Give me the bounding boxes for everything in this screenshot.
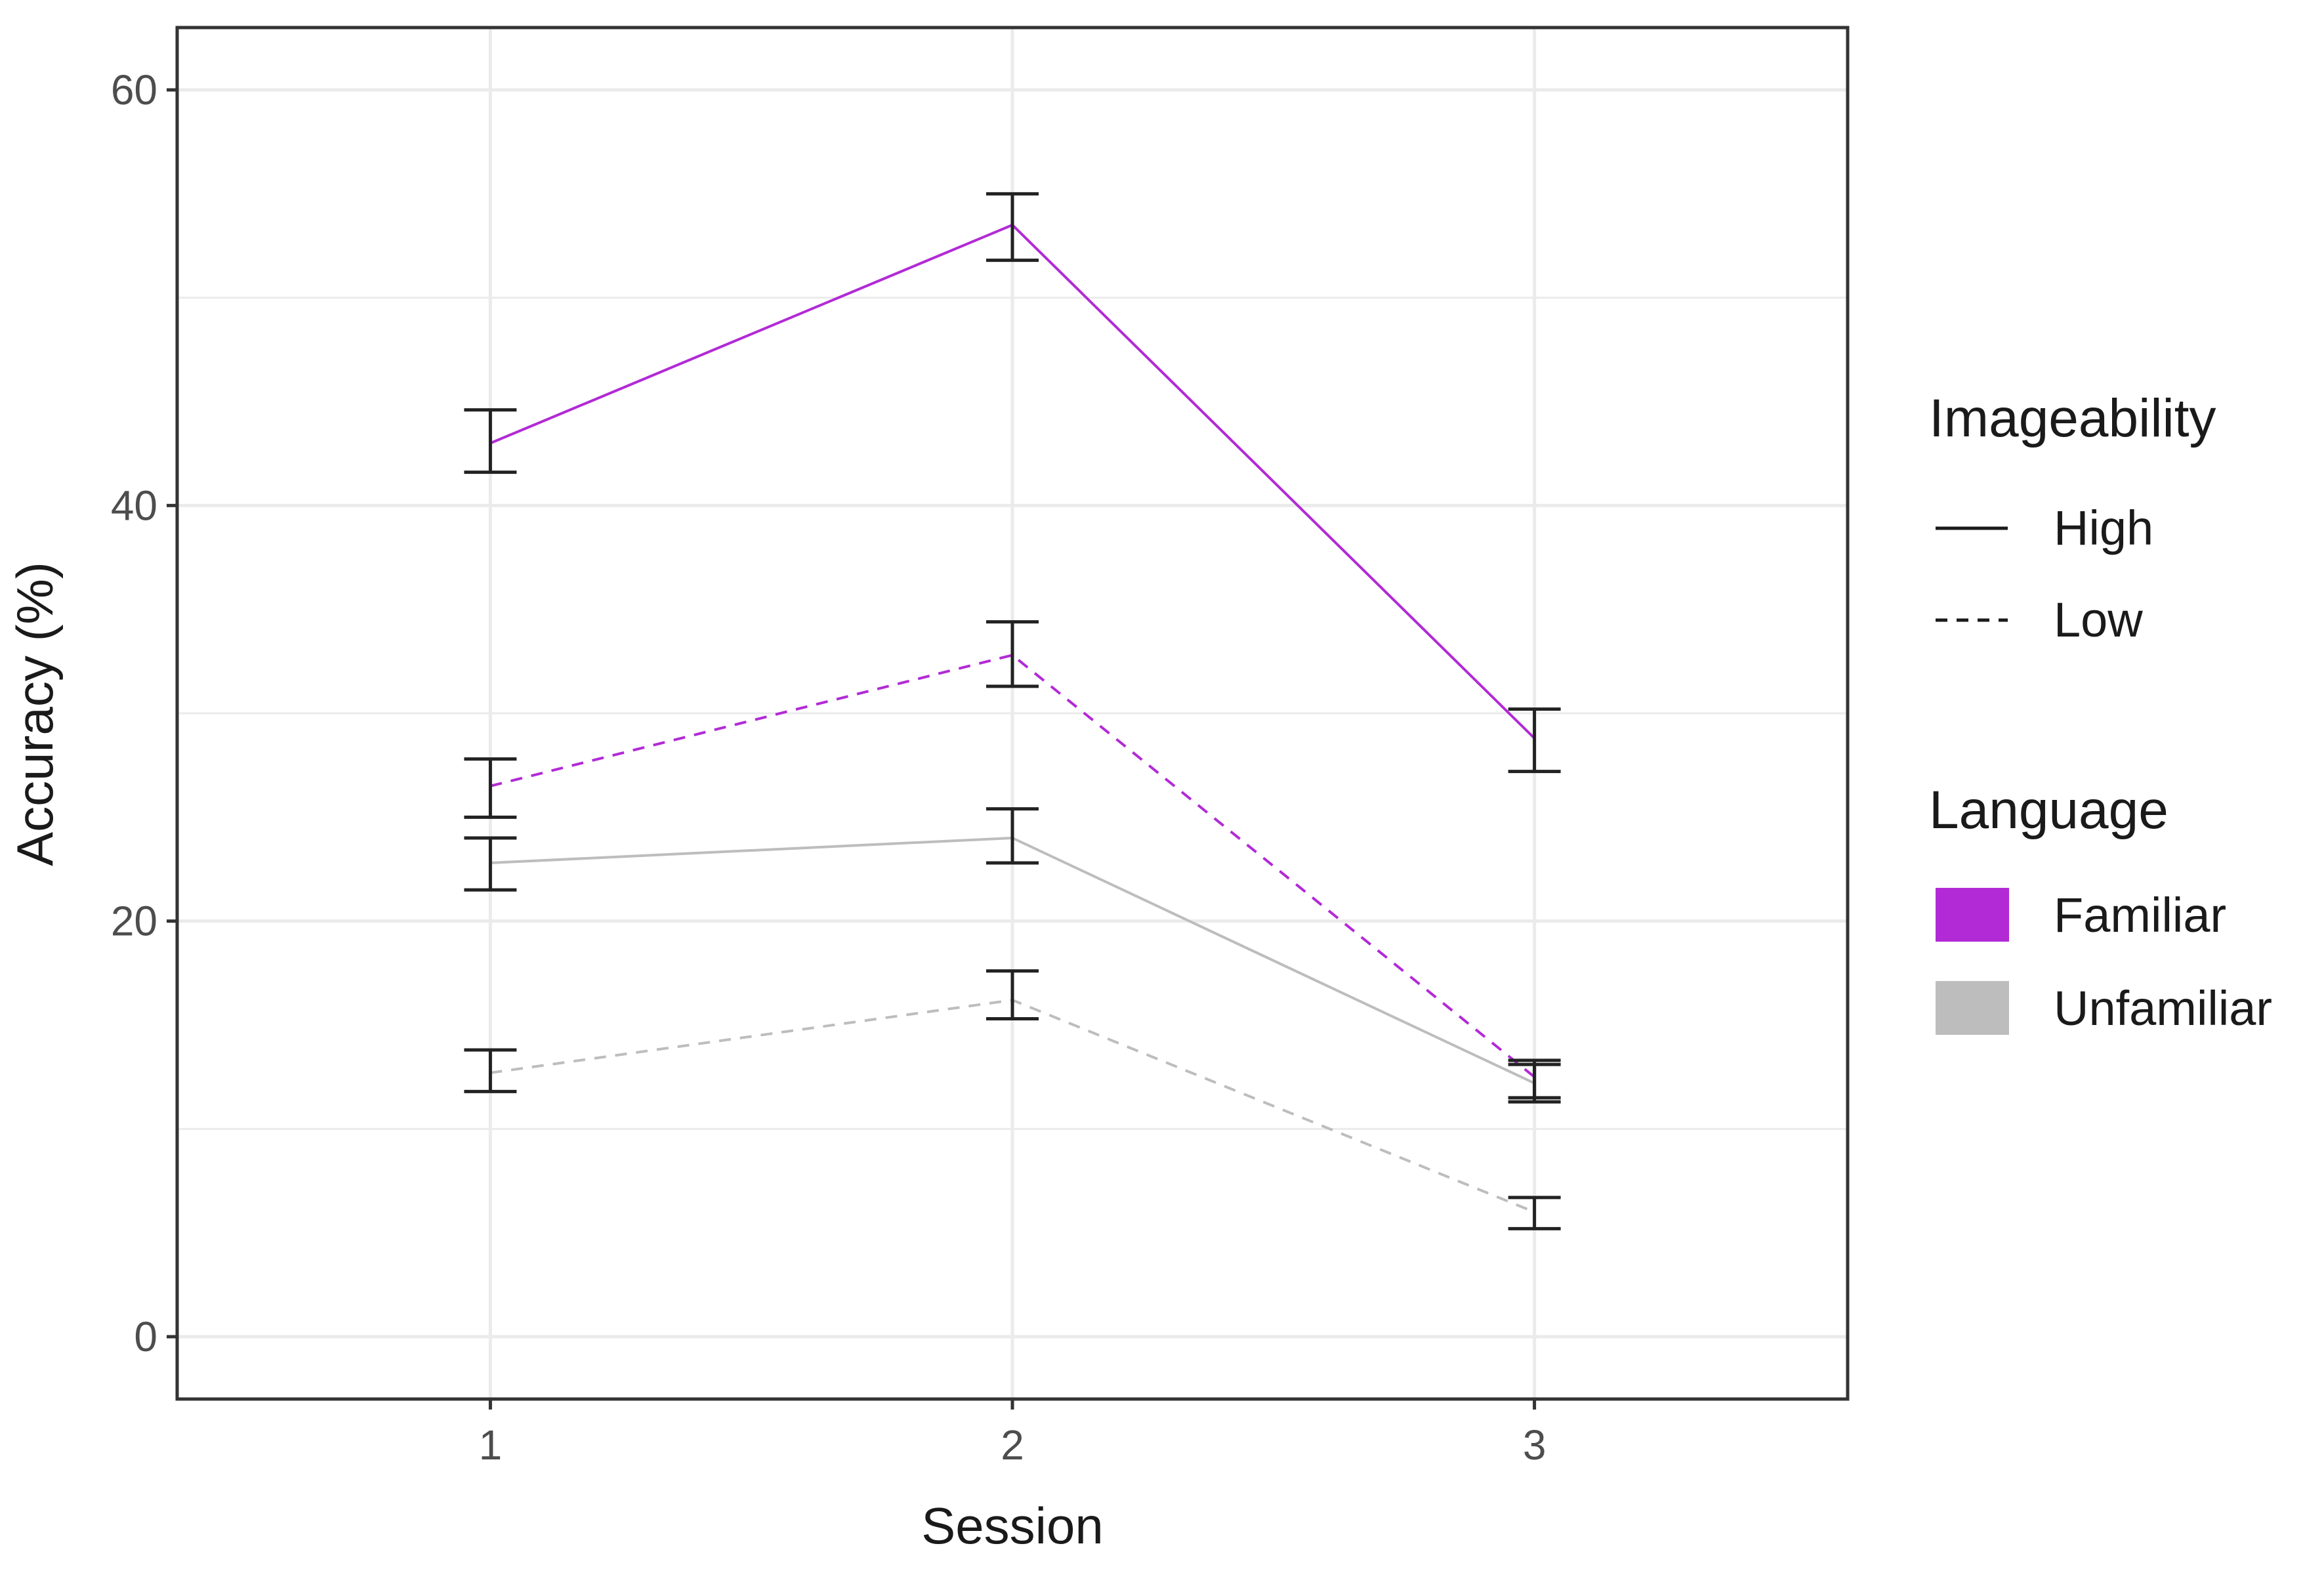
y-tick-label: 60 (111, 66, 157, 114)
legend-label-low: Low (2054, 593, 2143, 647)
y-axis-title: Accuracy (%) (6, 562, 64, 866)
errorbar-familiar-high (1508, 707, 1561, 774)
legend-label-familiar: Familiar (2054, 888, 2226, 942)
legend-label-unfamiliar: Unfamiliar (2054, 981, 2272, 1036)
errorbar-unfamiliar-high (986, 807, 1039, 865)
errorbar-familiar-high (986, 192, 1039, 262)
legend-title-imageability: Imageability (1929, 388, 2216, 448)
errorbar-unfamiliar-high (1508, 1062, 1561, 1104)
legend-label-high: High (2054, 501, 2153, 555)
x-tick-label: 3 (1523, 1421, 1546, 1469)
y-tick-label: 0 (134, 1313, 157, 1360)
legend-swatch-familiar (1936, 888, 2009, 942)
errorbar-familiar-low (464, 757, 517, 819)
x-tick-label: 1 (479, 1421, 503, 1469)
errorbar-unfamiliar-high (464, 836, 517, 892)
series-line-familiar-low (489, 654, 1535, 1078)
errorbar-familiar-low (986, 620, 1039, 688)
y-tick-label: 40 (111, 482, 157, 529)
legend-swatch-unfamiliar (1936, 981, 2009, 1035)
errorbar-unfamiliar-low (986, 969, 1039, 1020)
x-axis-title: Session (921, 1497, 1104, 1555)
errorbar-layer (464, 192, 1561, 1230)
legend-title-language: Language (1929, 780, 2168, 840)
errorbar-unfamiliar-low (464, 1048, 517, 1093)
axis-layer: 0 20 40 60 1 2 3 (111, 66, 1546, 1469)
x-tick-label: 2 (1001, 1421, 1024, 1469)
y-tick-label: 20 (111, 898, 157, 945)
legend: Imageability High Low Language Familiar … (1929, 388, 2272, 1036)
errorbar-familiar-high (464, 408, 517, 474)
errorbar-unfamiliar-low (1508, 1196, 1561, 1230)
